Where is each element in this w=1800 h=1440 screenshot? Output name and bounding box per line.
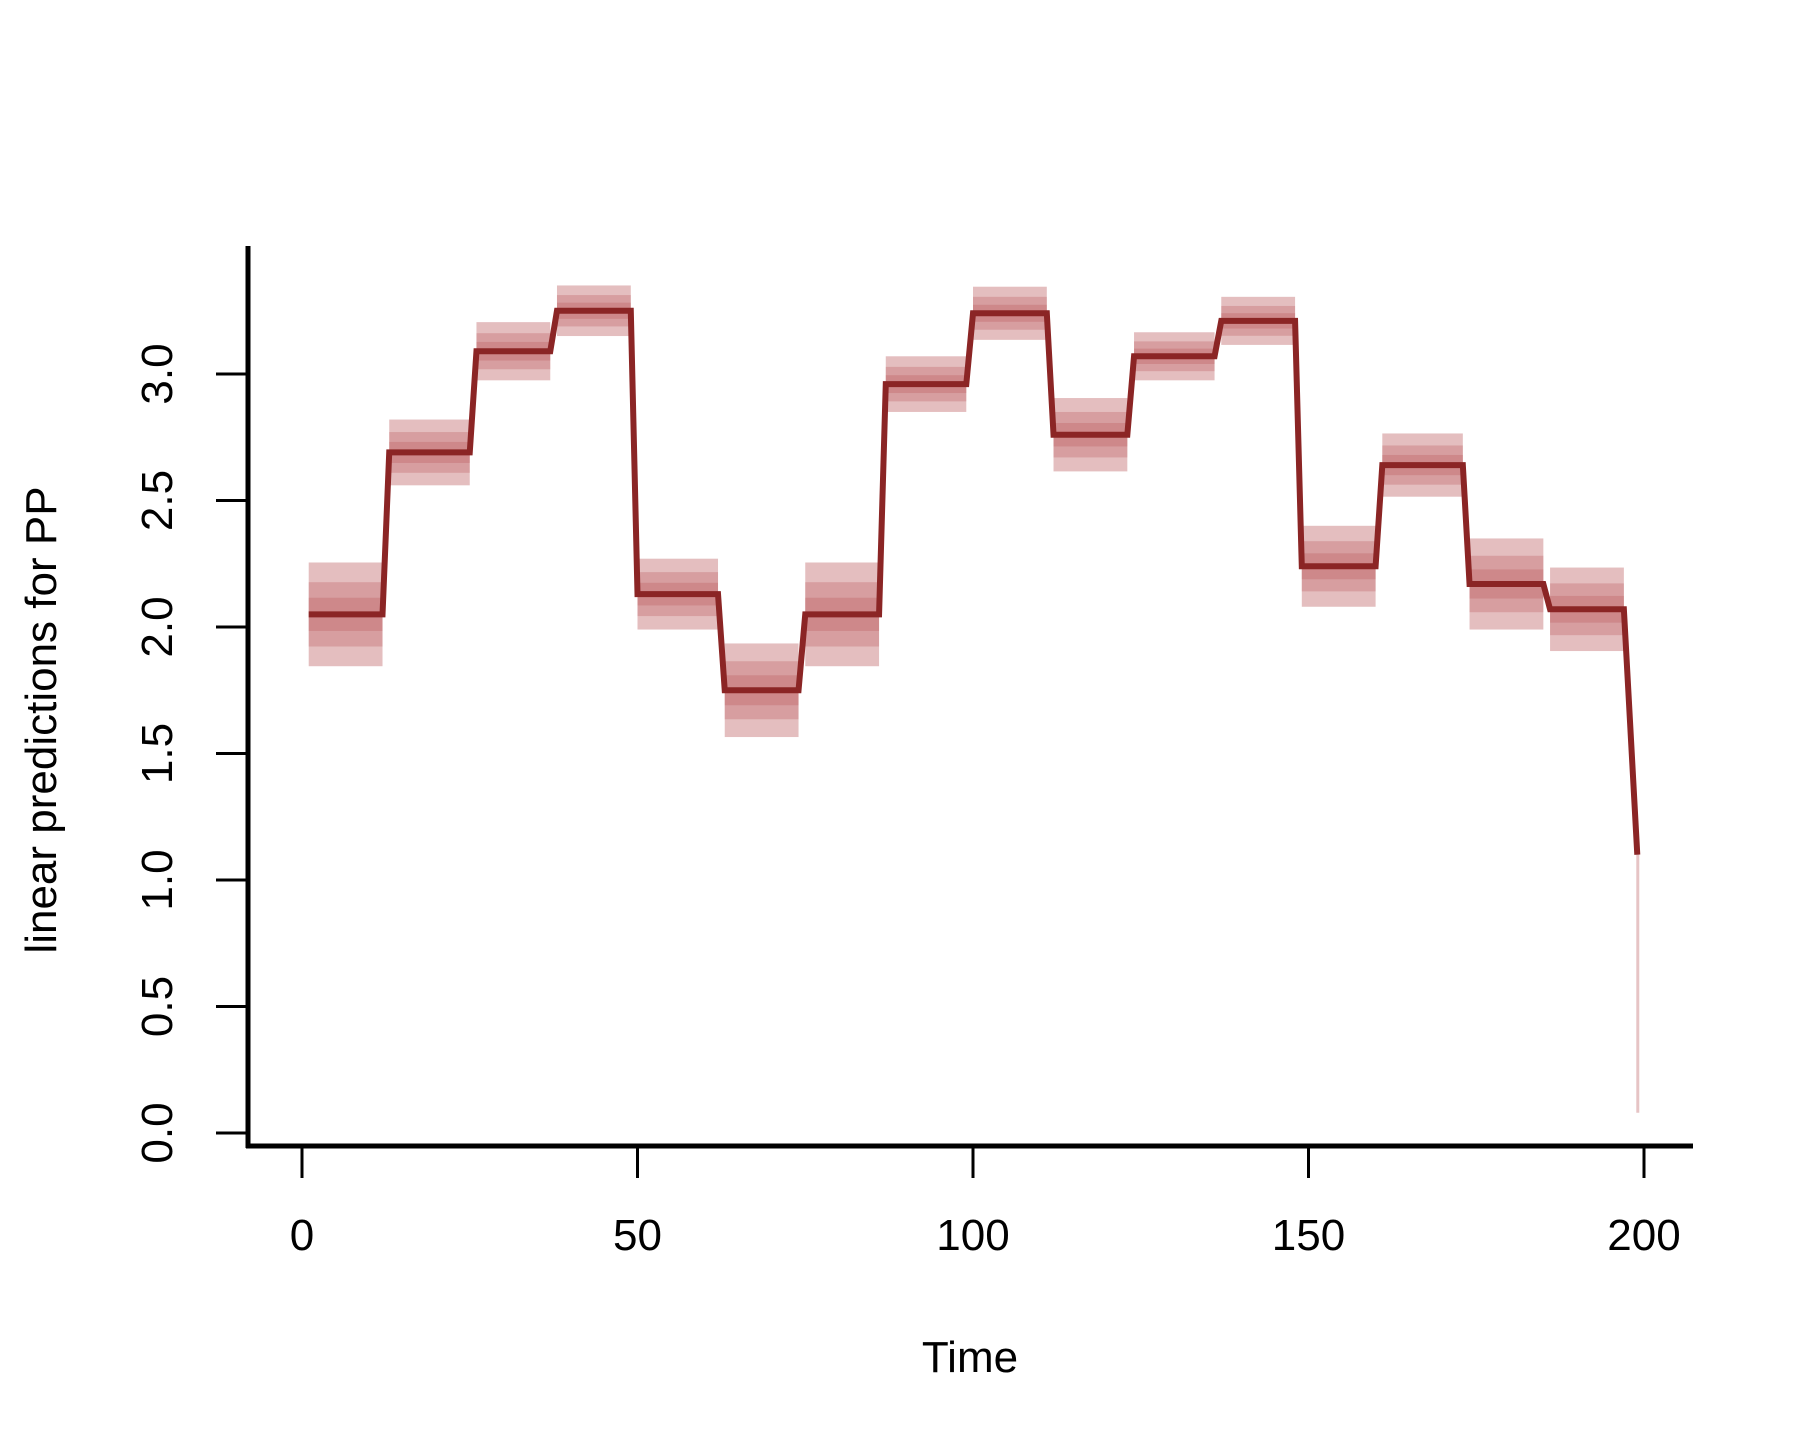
y-axis-title: linear predictions for PP: [17, 486, 66, 953]
y-tick-label: 0.0: [133, 1102, 182, 1163]
y-tick-label: 2.0: [133, 596, 182, 657]
x-tick-label: 50: [613, 1211, 662, 1260]
y-tick-label: 1.0: [133, 849, 182, 910]
x-tick-label: 100: [936, 1211, 1009, 1260]
credible-interval-bands: [308, 285, 1640, 1113]
x-tick-label: 0: [290, 1211, 314, 1260]
x-axis-title: Time: [922, 1333, 1018, 1382]
y-axis-ticks: 0.0 0.5 1.0 1.5 2.0 2.5 3.0: [133, 343, 248, 1164]
x-tick-label: 150: [1272, 1211, 1345, 1260]
band-end-sliver: [1621, 609, 1640, 1113]
prediction-line: [308, 307, 1641, 855]
y-tick-label: 1.5: [133, 723, 182, 784]
x-tick-label: 200: [1607, 1211, 1680, 1260]
y-tick-label: 0.5: [133, 976, 182, 1037]
y-tick-label: 3.0: [133, 343, 182, 404]
x-axis-ticks: 0 50 100 150 200: [290, 1146, 1681, 1260]
y-tick-label: 2.5: [133, 470, 182, 531]
